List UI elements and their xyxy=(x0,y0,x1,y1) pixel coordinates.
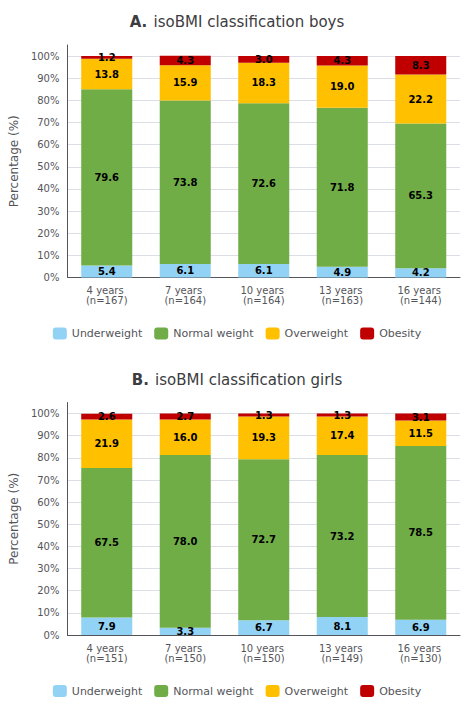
svg-text:6.9: 6.9 xyxy=(412,622,430,633)
svg-text:60%: 60% xyxy=(37,497,59,508)
svg-text:1.3: 1.3 xyxy=(255,410,273,421)
svg-text:7 years: 7 years xyxy=(165,285,206,296)
svg-text:(n=150): (n=150) xyxy=(164,653,206,664)
svg-text:30%: 30% xyxy=(37,206,59,217)
svg-text:1.2: 1.2 xyxy=(98,52,116,63)
svg-text:isoBMI classification girls: isoBMI classification girls xyxy=(155,371,342,389)
svg-text:Percentage (%): Percentage (%) xyxy=(7,115,21,207)
svg-text:17.4: 17.4 xyxy=(330,430,355,441)
svg-text:19.3: 19.3 xyxy=(251,432,276,443)
svg-text:(n=151): (n=151) xyxy=(86,653,128,664)
svg-text:73.8: 73.8 xyxy=(173,177,198,188)
svg-text:72.7: 72.7 xyxy=(251,534,276,545)
svg-text:isoBMI classification boys: isoBMI classification boys xyxy=(154,13,345,31)
svg-text:16.0: 16.0 xyxy=(173,432,198,443)
svg-text:70%: 70% xyxy=(37,117,59,128)
svg-text:(n=164): (n=164) xyxy=(164,295,206,306)
svg-text:Percentage (%): Percentage (%) xyxy=(7,473,21,565)
svg-text:2.6: 2.6 xyxy=(98,411,116,422)
svg-text:6.7: 6.7 xyxy=(255,622,273,633)
svg-text:60%: 60% xyxy=(37,139,59,150)
svg-text:30%: 30% xyxy=(37,563,59,574)
svg-text:(n=167): (n=167) xyxy=(86,295,128,306)
svg-text:Normal weight: Normal weight xyxy=(173,327,254,340)
svg-text:3.0: 3.0 xyxy=(255,54,273,65)
svg-text:1.3: 1.3 xyxy=(333,410,351,421)
svg-text:10%: 10% xyxy=(37,250,59,261)
svg-text:40%: 40% xyxy=(37,541,59,552)
svg-text:67.5: 67.5 xyxy=(94,537,119,548)
svg-text:100%: 100% xyxy=(31,51,60,62)
svg-text:78.0: 78.0 xyxy=(173,536,198,547)
svg-text:10%: 10% xyxy=(37,607,59,618)
svg-text:(n=163): (n=163) xyxy=(321,295,363,306)
svg-text:80%: 80% xyxy=(37,95,59,106)
svg-text:4.9: 4.9 xyxy=(333,267,351,278)
svg-text:Obesity: Obesity xyxy=(379,685,422,698)
svg-text:(n=164): (n=164) xyxy=(243,295,285,306)
svg-text:21.9: 21.9 xyxy=(94,438,119,449)
svg-text:16 years: 16 years xyxy=(397,285,445,296)
svg-text:79.6: 79.6 xyxy=(94,172,119,183)
svg-text:(n=130): (n=130) xyxy=(400,653,442,664)
svg-text:72.6: 72.6 xyxy=(251,178,276,189)
svg-text:50%: 50% xyxy=(37,161,59,172)
svg-text:11.5: 11.5 xyxy=(408,428,433,439)
svg-text:78.5: 78.5 xyxy=(408,527,433,538)
svg-text:A.: A. xyxy=(130,13,148,31)
svg-text:0%: 0% xyxy=(44,272,60,283)
svg-text:20%: 20% xyxy=(37,228,59,239)
svg-text:4.2: 4.2 xyxy=(412,267,430,278)
svg-text:5.4: 5.4 xyxy=(98,266,116,277)
svg-text:6.1: 6.1 xyxy=(255,265,273,276)
svg-text:71.8: 71.8 xyxy=(330,182,355,193)
svg-text:Underweight: Underweight xyxy=(72,685,143,698)
svg-text:(n=150): (n=150) xyxy=(243,653,285,664)
svg-text:6.1: 6.1 xyxy=(176,265,194,276)
svg-text:13 years: 13 years xyxy=(318,285,366,296)
svg-text:65.3: 65.3 xyxy=(408,190,433,201)
svg-text:B.: B. xyxy=(132,371,149,389)
svg-text:Normal weight: Normal weight xyxy=(173,685,254,698)
svg-text:18.3: 18.3 xyxy=(251,77,276,88)
svg-text:(n=149): (n=149) xyxy=(321,653,363,664)
svg-text:80%: 80% xyxy=(37,452,59,463)
svg-text:7 years: 7 years xyxy=(165,642,206,654)
svg-text:8.1: 8.1 xyxy=(333,621,351,632)
svg-text:4 years: 4 years xyxy=(86,285,127,296)
svg-text:4.3: 4.3 xyxy=(333,55,351,66)
svg-text:8.3: 8.3 xyxy=(412,60,430,71)
svg-text:70%: 70% xyxy=(37,475,59,486)
svg-text:10 years: 10 years xyxy=(240,285,287,296)
svg-text:Underweight: Underweight xyxy=(72,327,143,340)
svg-text:7.9: 7.9 xyxy=(98,621,116,632)
svg-text:73.2: 73.2 xyxy=(330,531,355,542)
svg-text:4.3: 4.3 xyxy=(176,55,194,66)
svg-text:50%: 50% xyxy=(37,519,59,530)
svg-text:(n=144): (n=144) xyxy=(400,295,442,306)
svg-text:3.1: 3.1 xyxy=(412,412,430,423)
svg-text:100%: 100% xyxy=(31,408,60,419)
svg-text:90%: 90% xyxy=(37,73,59,84)
svg-text:10 years: 10 years xyxy=(240,642,287,654)
svg-text:3.3: 3.3 xyxy=(176,626,194,637)
svg-text:90%: 90% xyxy=(37,430,59,441)
svg-text:20%: 20% xyxy=(37,585,59,596)
svg-text:13.8: 13.8 xyxy=(94,69,119,80)
svg-text:Overweight: Overweight xyxy=(285,327,349,340)
svg-text:22.2: 22.2 xyxy=(408,94,433,105)
svg-text:40%: 40% xyxy=(37,183,59,194)
svg-text:15.9: 15.9 xyxy=(173,77,198,88)
svg-text:19.0: 19.0 xyxy=(330,81,355,92)
svg-text:0%: 0% xyxy=(44,630,60,641)
svg-text:16 years: 16 years xyxy=(397,642,445,654)
svg-text:2.7: 2.7 xyxy=(176,411,194,422)
svg-text:Obesity: Obesity xyxy=(379,327,422,340)
svg-text:4 years: 4 years xyxy=(86,642,127,654)
svg-text:13 years: 13 years xyxy=(318,642,366,654)
svg-text:Overweight: Overweight xyxy=(285,685,349,698)
